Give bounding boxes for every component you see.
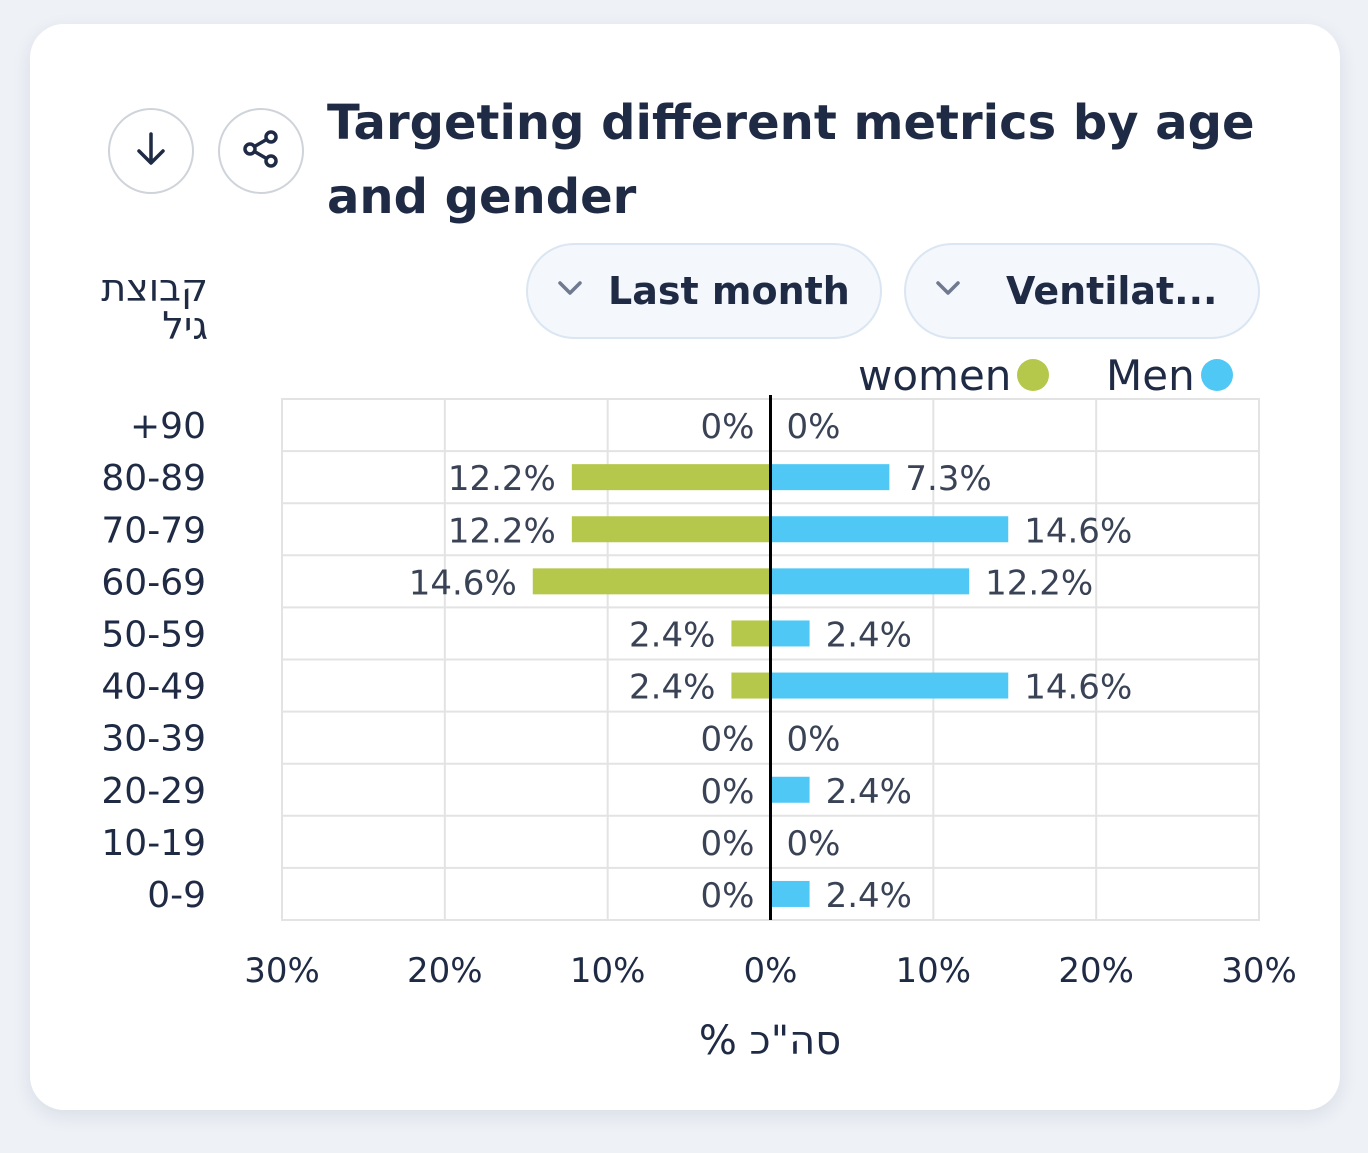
period-dropdown-label: Last month xyxy=(608,269,850,313)
data-label-women: 2.4% xyxy=(629,615,715,655)
y-tick-label: 50-59 xyxy=(101,614,206,655)
y-tick-label: 40-49 xyxy=(101,667,206,708)
data-label-women: 12.2% xyxy=(448,459,556,499)
metric-dropdown-label: Ventilat... xyxy=(1006,269,1218,313)
data-label-men: 2.4% xyxy=(826,876,912,916)
metric-dropdown[interactable]: Ventilat... xyxy=(904,243,1260,339)
x-tick-label: 30% xyxy=(1221,951,1297,991)
data-label-men: 2.4% xyxy=(826,615,912,655)
bar-men xyxy=(770,672,1009,699)
legend-men: Men xyxy=(1106,347,1233,403)
download-button[interactable] xyxy=(108,108,194,194)
y-tick-label: 0-9 xyxy=(147,875,206,916)
data-label-women: 0% xyxy=(701,824,755,864)
bar-women xyxy=(571,516,771,543)
chevron-down-icon xyxy=(556,279,584,301)
bar-men xyxy=(770,568,970,595)
data-label-women: 12.2% xyxy=(448,511,556,551)
bar-women xyxy=(731,672,771,699)
x-tick-label: 20% xyxy=(407,951,483,991)
bar-men xyxy=(770,776,810,803)
bar-men xyxy=(770,880,810,907)
arrow-down-icon xyxy=(134,130,168,172)
pyramid-chart: 30% 20% 10% 0% 10% 20% 30% +90 0% 0% 80-89 12.2% 7.3… xyxy=(101,395,1297,991)
data-label-women: 0% xyxy=(701,407,755,447)
y-tick-label: +90 xyxy=(130,406,206,447)
data-label-men: 14.6% xyxy=(1024,511,1132,551)
legend-women-label: women xyxy=(858,350,1012,400)
bar-men xyxy=(770,464,890,491)
data-label-men: 12.2% xyxy=(985,563,1093,603)
data-label-men: 0% xyxy=(787,720,841,760)
y-tick-label: 20-29 xyxy=(101,771,206,812)
x-tick-label: 10% xyxy=(570,951,646,991)
y-tick-label: 30-39 xyxy=(101,719,206,760)
bar-women xyxy=(532,568,771,595)
share-button[interactable] xyxy=(218,108,304,194)
period-dropdown[interactable]: Last month xyxy=(526,243,882,339)
share-icon xyxy=(241,129,281,173)
legend-women: women xyxy=(858,347,1050,403)
y-tick-label: 70-79 xyxy=(101,510,206,551)
x-tick-label: 30% xyxy=(244,951,320,991)
y-axis-title: קבוצת גיל xyxy=(101,266,208,348)
chart-title: Targeting different metrics by age and g… xyxy=(327,95,1255,225)
y-tick-label: 10-19 xyxy=(101,823,206,864)
y-tick-label: 80-89 xyxy=(101,458,206,499)
y-tick-label: 60-69 xyxy=(101,562,206,603)
bar-women xyxy=(731,620,771,647)
x-axis-title: % סה"כ xyxy=(698,1018,842,1064)
bar-women xyxy=(571,464,771,491)
data-label-men: 0% xyxy=(787,824,841,864)
x-tick-label: 0% xyxy=(744,951,798,991)
x-tick-label: 20% xyxy=(1058,951,1134,991)
data-label-women: 0% xyxy=(701,720,755,760)
data-label-men: 14.6% xyxy=(1024,668,1132,708)
chart-card: Targeting different metrics by age and g… xyxy=(30,24,1340,1110)
data-label-men: 7.3% xyxy=(905,459,991,499)
data-label-women: 14.6% xyxy=(409,563,517,603)
data-label-women: 0% xyxy=(701,876,755,916)
bar-men xyxy=(770,620,810,647)
legend-women-swatch xyxy=(1017,359,1050,391)
data-label-men: 2.4% xyxy=(826,772,912,812)
data-label-men: 0% xyxy=(787,407,841,447)
bar-men xyxy=(770,516,1009,543)
legend-men-label: Men xyxy=(1106,350,1195,400)
data-label-women: 0% xyxy=(701,772,755,812)
legend-men-swatch xyxy=(1200,359,1233,391)
chevron-down-icon xyxy=(934,279,962,301)
data-label-women: 2.4% xyxy=(629,668,715,708)
x-tick-label: 10% xyxy=(896,951,972,991)
